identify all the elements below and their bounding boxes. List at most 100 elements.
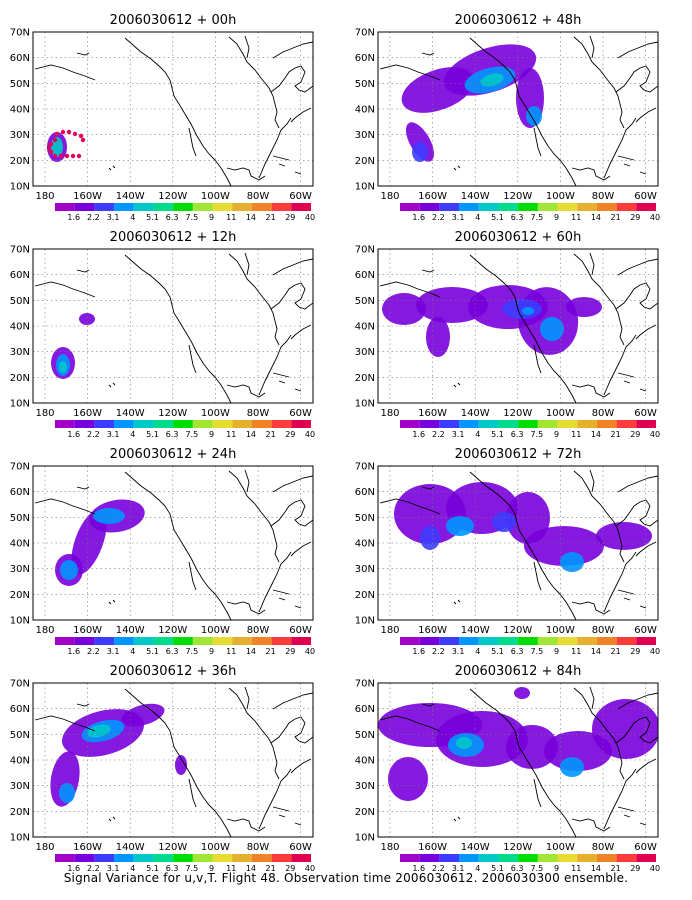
lon-label: 100W	[546, 842, 575, 853]
variance-region	[592, 699, 658, 759]
lat-label: 50N	[10, 296, 30, 307]
variance-region	[388, 757, 428, 801]
color-scale-label: 6.3	[166, 213, 179, 222]
lon-label: 60W	[289, 408, 312, 419]
coastline	[589, 35, 595, 59]
lon-label: 160W	[73, 842, 102, 853]
lon-label: 60W	[634, 842, 657, 853]
color-scale-label: 6.3	[511, 647, 524, 656]
lat-label: 10N	[355, 833, 375, 844]
color-scale-bar: 1.6 2.2 3.1 4 5.1 6.3 7.5 9 11 14 21 29 40	[400, 854, 660, 873]
color-scale-label: 11	[226, 864, 236, 873]
color-scale-swatch	[153, 854, 174, 862]
coastlines	[379, 469, 658, 620]
color-scale-swatch	[439, 203, 460, 211]
coastline	[469, 254, 577, 403]
lon-label: 120W	[503, 408, 532, 419]
lon-label: 80W	[247, 842, 270, 853]
color-scale-label: 5.1	[491, 430, 504, 439]
color-scale-label: 5.1	[146, 430, 159, 439]
coastline	[294, 605, 302, 609]
coastline	[603, 551, 637, 613]
grid-lines	[33, 249, 313, 403]
color-scale-swatch	[55, 637, 75, 645]
coastline	[226, 384, 266, 398]
color-scale-label: 11	[226, 213, 236, 222]
color-scale-swatch	[192, 637, 213, 645]
color-scale-label: 29	[285, 430, 295, 439]
coastline	[258, 334, 292, 396]
color-scale-swatch	[400, 637, 420, 645]
lat-label: 20N	[10, 373, 30, 384]
coastline	[379, 498, 441, 515]
panel-title: 2006030612 + 00h	[110, 13, 237, 28]
map-panel: 2006030612 + 36h 70N 60N 50N 40N 30N 20N 10N 180…	[10, 664, 315, 873]
color-scale-label: 11	[571, 213, 581, 222]
color-scale-label: 5.1	[146, 213, 159, 222]
lat-label: 40N	[10, 105, 30, 116]
lon-label: 120W	[158, 408, 187, 419]
color-scale-label: 2.2	[87, 430, 100, 439]
observation-point	[54, 131, 60, 137]
color-scale-label: 7.5	[530, 647, 543, 656]
coastline	[294, 822, 302, 826]
lat-label: 20N	[355, 373, 375, 384]
variance-region	[560, 757, 584, 777]
coastline	[635, 324, 657, 340]
coastline	[617, 372, 635, 378]
color-scale-label: 9	[554, 864, 559, 873]
coastline	[617, 155, 635, 161]
color-scale-label: 2.2	[87, 647, 100, 656]
coastline	[34, 498, 96, 515]
variance-region	[502, 299, 542, 319]
coastline	[571, 818, 611, 832]
coastline	[76, 269, 90, 273]
lon-label: 140W	[461, 625, 490, 636]
color-scale-swatch	[232, 420, 252, 428]
color-scale-swatch	[173, 637, 193, 645]
color-scale-label: 4	[130, 647, 135, 656]
coastline	[228, 36, 280, 129]
lat-label: 60N	[355, 704, 375, 715]
color-scale-swatch	[400, 203, 420, 211]
color-scale-label: 21	[611, 864, 621, 873]
coastline	[421, 269, 435, 273]
lat-label: 30N	[355, 347, 375, 358]
lat-label: 30N	[355, 781, 375, 792]
color-scale-swatch	[518, 203, 538, 211]
variance-region	[596, 522, 652, 550]
lat-label: 20N	[355, 156, 375, 167]
color-scale-label: 14	[591, 647, 601, 656]
lon-label: 100W	[201, 842, 230, 853]
lon-label: 180	[380, 625, 399, 636]
color-scale-label: 14	[246, 647, 256, 656]
coastline	[533, 561, 542, 591]
color-scale-label: 9	[209, 213, 214, 222]
color-scale-label: 21	[611, 430, 621, 439]
coastline	[453, 382, 461, 388]
color-scale-label: 29	[285, 864, 295, 873]
variance-region	[121, 703, 165, 727]
color-scale-swatch	[232, 637, 252, 645]
color-scale-swatch	[133, 203, 154, 211]
coastlines	[34, 35, 313, 186]
coastline	[421, 486, 435, 490]
color-scale-swatch	[232, 203, 252, 211]
color-scale-swatch	[291, 420, 311, 428]
grid-lines	[33, 683, 313, 837]
color-scale-label: 21	[266, 864, 276, 873]
color-scale-label: 4	[475, 647, 480, 656]
lat-label: 10N	[355, 399, 375, 410]
observation-point	[72, 131, 78, 137]
coastline	[617, 41, 658, 59]
lon-label: 100W	[546, 625, 575, 636]
panel-title: 2006030612 + 72h	[455, 447, 582, 462]
coastline	[573, 253, 625, 346]
lon-label: 140W	[116, 842, 145, 853]
color-scale-swatch	[419, 203, 440, 211]
coastline	[188, 561, 197, 591]
coastline	[226, 167, 266, 181]
coastline	[108, 816, 116, 822]
grid-lines	[378, 249, 658, 403]
